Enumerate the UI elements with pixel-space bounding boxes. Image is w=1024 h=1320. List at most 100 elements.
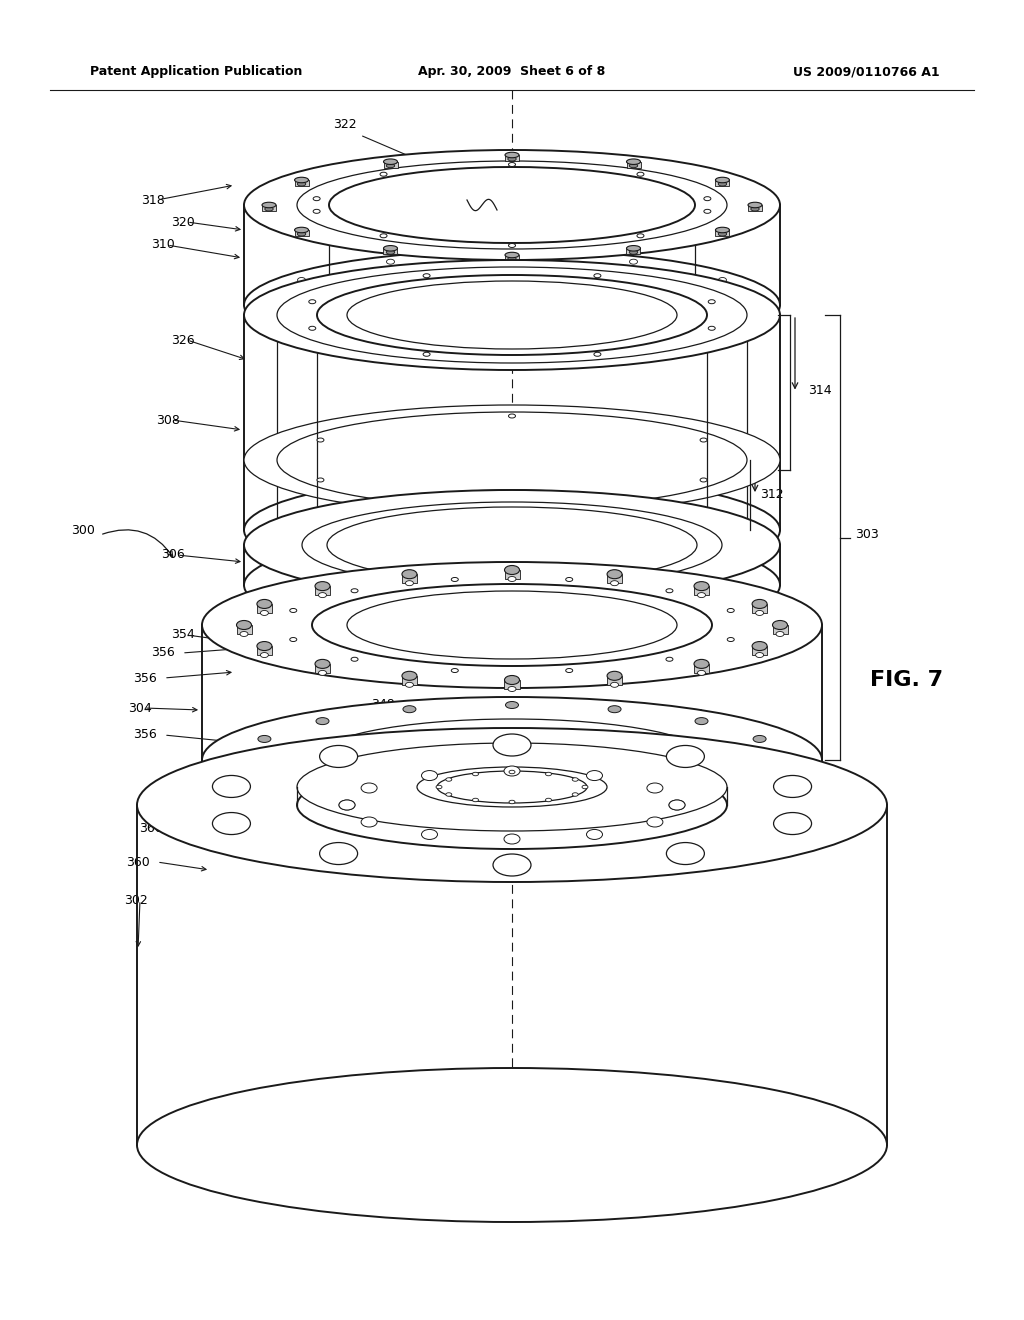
Ellipse shape <box>607 570 622 578</box>
Ellipse shape <box>290 609 297 612</box>
Ellipse shape <box>493 854 531 876</box>
Ellipse shape <box>257 599 272 609</box>
Ellipse shape <box>423 352 430 356</box>
Ellipse shape <box>329 267 695 343</box>
Ellipse shape <box>509 502 515 506</box>
FancyBboxPatch shape <box>772 624 787 634</box>
Ellipse shape <box>509 162 515 166</box>
Ellipse shape <box>240 631 248 636</box>
Ellipse shape <box>402 808 416 814</box>
FancyBboxPatch shape <box>694 586 709 595</box>
Ellipse shape <box>587 829 602 840</box>
Ellipse shape <box>317 490 707 570</box>
Ellipse shape <box>505 676 519 685</box>
Ellipse shape <box>402 706 416 713</box>
Ellipse shape <box>315 660 330 668</box>
Ellipse shape <box>244 405 780 515</box>
Ellipse shape <box>610 581 618 586</box>
Ellipse shape <box>452 577 459 582</box>
Ellipse shape <box>709 326 715 330</box>
FancyBboxPatch shape <box>752 645 767 655</box>
Ellipse shape <box>297 232 306 236</box>
Text: 356: 356 <box>133 672 157 685</box>
Ellipse shape <box>756 610 764 615</box>
Ellipse shape <box>509 771 515 774</box>
Ellipse shape <box>608 706 622 713</box>
FancyBboxPatch shape <box>295 180 308 186</box>
Ellipse shape <box>505 252 519 257</box>
Ellipse shape <box>317 438 324 442</box>
Ellipse shape <box>565 668 572 672</box>
Ellipse shape <box>386 346 394 351</box>
Ellipse shape <box>380 234 387 238</box>
Ellipse shape <box>509 414 515 418</box>
Text: FIG. 7: FIG. 7 <box>870 671 943 690</box>
Ellipse shape <box>361 817 377 828</box>
Ellipse shape <box>472 772 478 776</box>
FancyBboxPatch shape <box>505 680 519 689</box>
Ellipse shape <box>327 507 697 583</box>
Ellipse shape <box>773 813 812 834</box>
Ellipse shape <box>309 326 315 330</box>
Ellipse shape <box>244 490 780 601</box>
Ellipse shape <box>137 729 887 882</box>
Ellipse shape <box>318 593 327 598</box>
Ellipse shape <box>137 1068 887 1222</box>
Text: 322: 322 <box>333 119 356 132</box>
Text: 320: 320 <box>171 215 195 228</box>
Ellipse shape <box>212 813 251 834</box>
Text: 302: 302 <box>124 894 148 907</box>
FancyBboxPatch shape <box>752 605 767 612</box>
Ellipse shape <box>265 207 273 211</box>
Text: 304: 304 <box>128 701 152 714</box>
Ellipse shape <box>298 277 305 282</box>
Ellipse shape <box>312 719 712 801</box>
Ellipse shape <box>244 475 780 585</box>
Text: 346: 346 <box>407 709 430 722</box>
Ellipse shape <box>508 157 516 161</box>
Ellipse shape <box>773 775 812 797</box>
Ellipse shape <box>508 352 516 358</box>
Ellipse shape <box>244 150 780 260</box>
Text: 306: 306 <box>161 549 185 561</box>
Ellipse shape <box>309 300 315 304</box>
Text: 356: 356 <box>152 647 175 660</box>
Ellipse shape <box>546 799 552 801</box>
Ellipse shape <box>695 796 708 803</box>
Ellipse shape <box>361 783 377 793</box>
Ellipse shape <box>587 771 602 780</box>
Ellipse shape <box>347 281 677 348</box>
Text: 348: 348 <box>575 704 599 717</box>
Ellipse shape <box>244 260 780 370</box>
FancyBboxPatch shape <box>384 161 397 168</box>
Ellipse shape <box>445 777 452 781</box>
Ellipse shape <box>546 772 552 776</box>
Text: 355: 355 <box>720 754 743 767</box>
Ellipse shape <box>384 158 397 165</box>
Ellipse shape <box>297 161 727 249</box>
Ellipse shape <box>315 582 330 590</box>
Ellipse shape <box>437 771 587 803</box>
FancyBboxPatch shape <box>716 180 729 186</box>
Ellipse shape <box>295 177 308 182</box>
Ellipse shape <box>258 777 271 784</box>
Ellipse shape <box>753 735 766 742</box>
Ellipse shape <box>667 842 705 865</box>
Ellipse shape <box>666 657 673 661</box>
Ellipse shape <box>669 800 685 810</box>
Ellipse shape <box>703 210 711 214</box>
Ellipse shape <box>504 766 520 776</box>
Ellipse shape <box>237 620 252 630</box>
Ellipse shape <box>718 182 727 186</box>
Ellipse shape <box>351 589 358 593</box>
Ellipse shape <box>776 631 784 636</box>
FancyBboxPatch shape <box>402 676 417 685</box>
Ellipse shape <box>422 771 437 780</box>
Text: 348: 348 <box>372 698 395 711</box>
Text: 354: 354 <box>171 628 195 642</box>
Text: 312: 312 <box>760 488 783 502</box>
Ellipse shape <box>508 252 516 257</box>
Ellipse shape <box>700 478 707 482</box>
Ellipse shape <box>351 657 358 661</box>
Ellipse shape <box>290 638 297 642</box>
